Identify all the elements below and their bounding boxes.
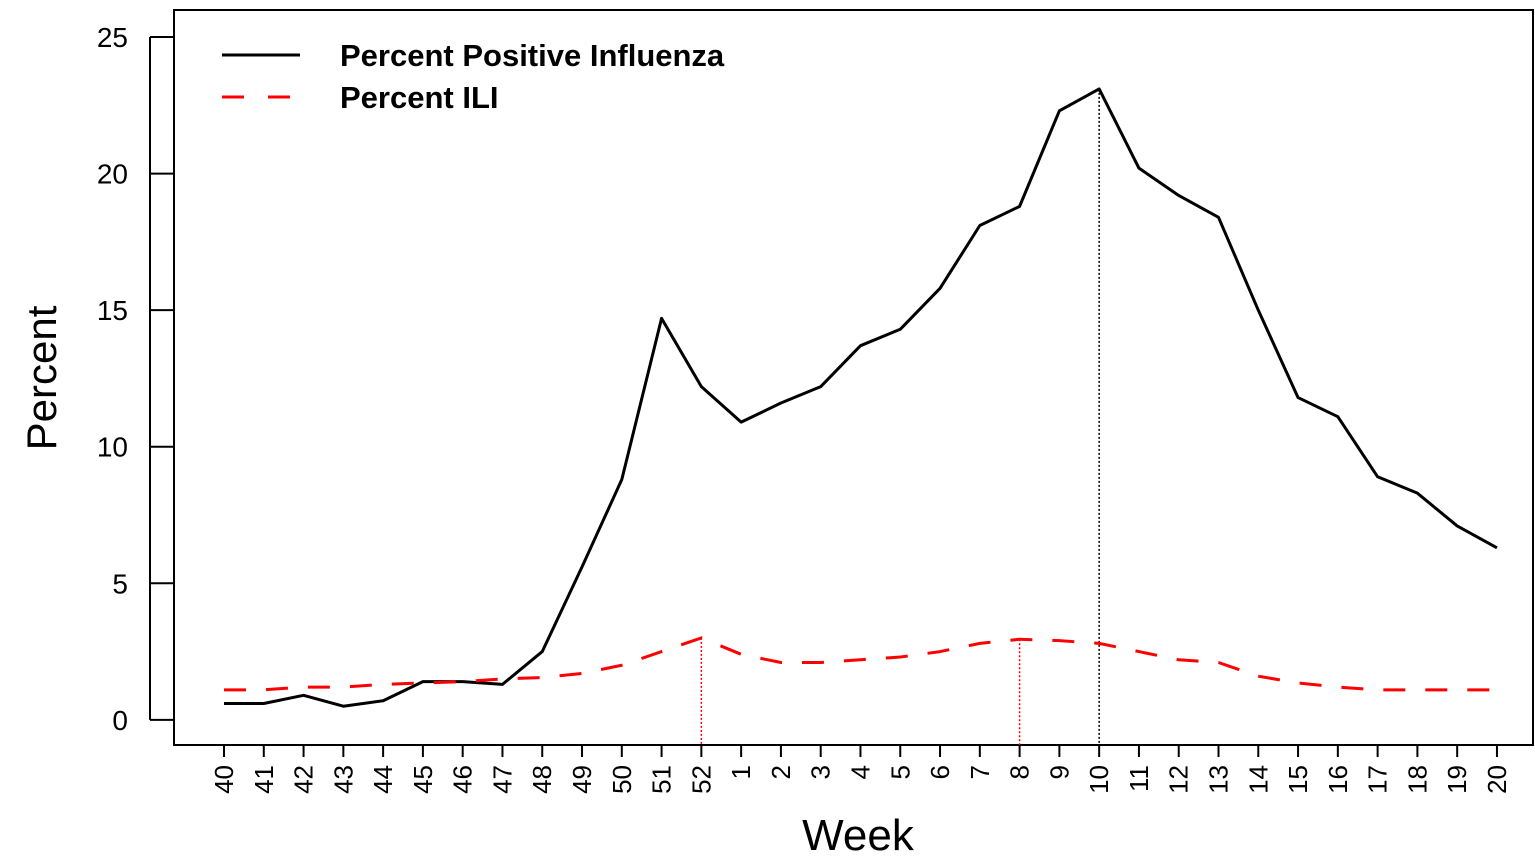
x-tick-label: 2 bbox=[766, 765, 796, 779]
x-tick-label: 16 bbox=[1323, 765, 1353, 794]
x-tick-label: 42 bbox=[289, 765, 319, 794]
x-tick-label: 7 bbox=[965, 765, 995, 779]
x-tick-label: 47 bbox=[487, 765, 517, 794]
x-tick-label: 18 bbox=[1402, 765, 1432, 794]
x-tick-label: 3 bbox=[806, 765, 836, 779]
y-tick-label: 20 bbox=[97, 159, 128, 190]
x-tick-label: 14 bbox=[1243, 765, 1273, 794]
x-axis-title: Week bbox=[802, 811, 915, 856]
x-tick-label: 45 bbox=[408, 765, 438, 794]
y-axis-title: Percent bbox=[18, 305, 65, 450]
x-tick-label: 15 bbox=[1283, 765, 1313, 794]
x-tick-label: 5 bbox=[885, 765, 915, 779]
x-tick-label: 10 bbox=[1084, 765, 1114, 794]
x-tick-label: 52 bbox=[686, 765, 716, 794]
plot-box bbox=[173, 9, 1534, 746]
y-tick-label: 15 bbox=[97, 295, 128, 326]
x-tick-label: 48 bbox=[527, 765, 557, 794]
x-tick-label: 9 bbox=[1044, 765, 1074, 779]
x-tick-label: 4 bbox=[845, 765, 875, 779]
x-tick-label: 51 bbox=[647, 765, 677, 794]
x-tick-label: 43 bbox=[328, 765, 358, 794]
x-tick-label: 11 bbox=[1124, 765, 1154, 792]
x-tick-label: 41 bbox=[249, 765, 279, 794]
x-tick-label: 46 bbox=[448, 765, 478, 794]
legend-label: Percent Positive Influenza bbox=[340, 38, 725, 73]
y-tick-label: 0 bbox=[112, 705, 128, 736]
x-tick-label: 17 bbox=[1363, 765, 1393, 794]
x-tick-label: 1 bbox=[726, 765, 756, 779]
legend-label: Percent ILI bbox=[340, 80, 499, 115]
x-tick-label: 40 bbox=[209, 765, 239, 794]
y-tick-label: 10 bbox=[97, 432, 128, 463]
x-tick-label: 8 bbox=[1005, 765, 1035, 779]
x-tick-label: 44 bbox=[368, 765, 398, 794]
x-tick-label: 50 bbox=[607, 765, 637, 794]
x-tick-label: 49 bbox=[567, 765, 597, 794]
x-tick-label: 20 bbox=[1482, 765, 1512, 794]
x-tick-label: 12 bbox=[1164, 765, 1194, 794]
y-tick-label: 25 bbox=[97, 22, 128, 53]
series-line bbox=[224, 87, 1498, 708]
x-tick-label: 19 bbox=[1442, 765, 1472, 794]
x-tick-label: 6 bbox=[925, 765, 955, 779]
series-line bbox=[224, 636, 1497, 692]
x-tick-label: 13 bbox=[1204, 765, 1234, 794]
y-tick-label: 5 bbox=[112, 568, 128, 599]
